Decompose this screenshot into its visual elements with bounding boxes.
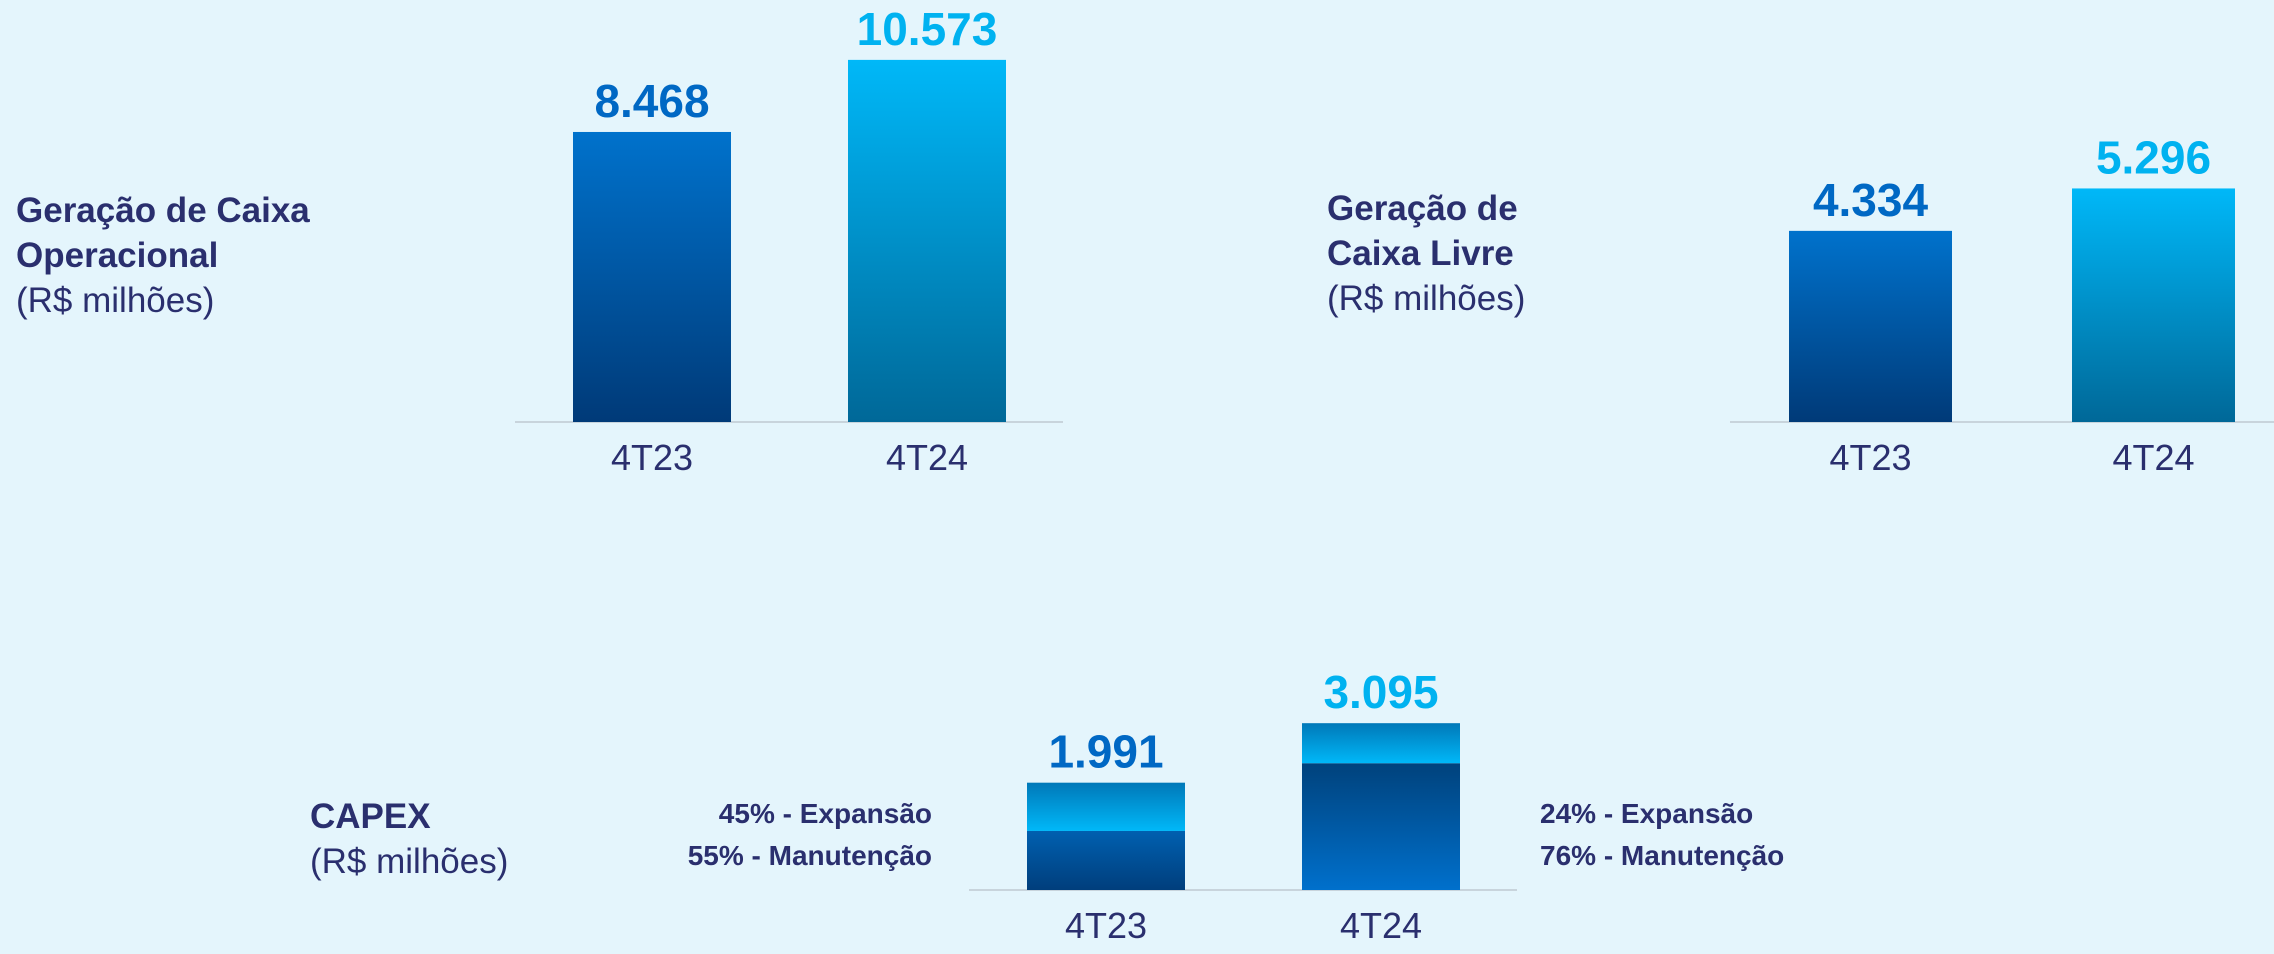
value-label: 10.573 [857,3,998,55]
value-label: 8.468 [594,75,709,127]
segment-label: 45% - Expansão [719,798,932,829]
chart-subtitle: (R$ milhões) [1327,279,1525,318]
x-tick-label: 4T24 [886,437,968,478]
bar [573,131,731,422]
segment-label: 24% - Expansão [1540,798,1753,829]
chart-title: Caixa Livre [1327,234,1514,273]
chart-title: Operacional [16,236,218,275]
segment-label: 55% - Manutenção [688,840,932,871]
bar [1789,230,1952,422]
value-label: 4.334 [1813,174,1929,226]
value-label: 5.296 [2096,131,2211,183]
chart-title: Geração de [1327,189,1518,228]
value-label: 1.991 [1048,726,1163,778]
chart-title: Geração de Caixa [16,191,310,230]
x-tick-label: 4T23 [611,437,693,478]
bar-segment [1302,763,1460,890]
chart-subtitle: (R$ milhões) [310,842,508,881]
x-tick-label: 4T24 [2112,437,2194,478]
chart-subtitle: (R$ milhões) [16,281,214,320]
chart-title: CAPEX [310,797,431,836]
bar-segment [1302,723,1460,764]
x-tick-label: 4T24 [1340,905,1422,946]
x-tick-label: 4T23 [1065,905,1147,946]
bar [2072,188,2235,422]
bar-segment [1027,782,1185,831]
bar [848,59,1006,422]
x-tick-label: 4T23 [1829,437,1911,478]
value-label: 3.095 [1323,666,1438,718]
segment-label: 76% - Manutenção [1540,840,1784,871]
bar-segment [1027,830,1185,890]
